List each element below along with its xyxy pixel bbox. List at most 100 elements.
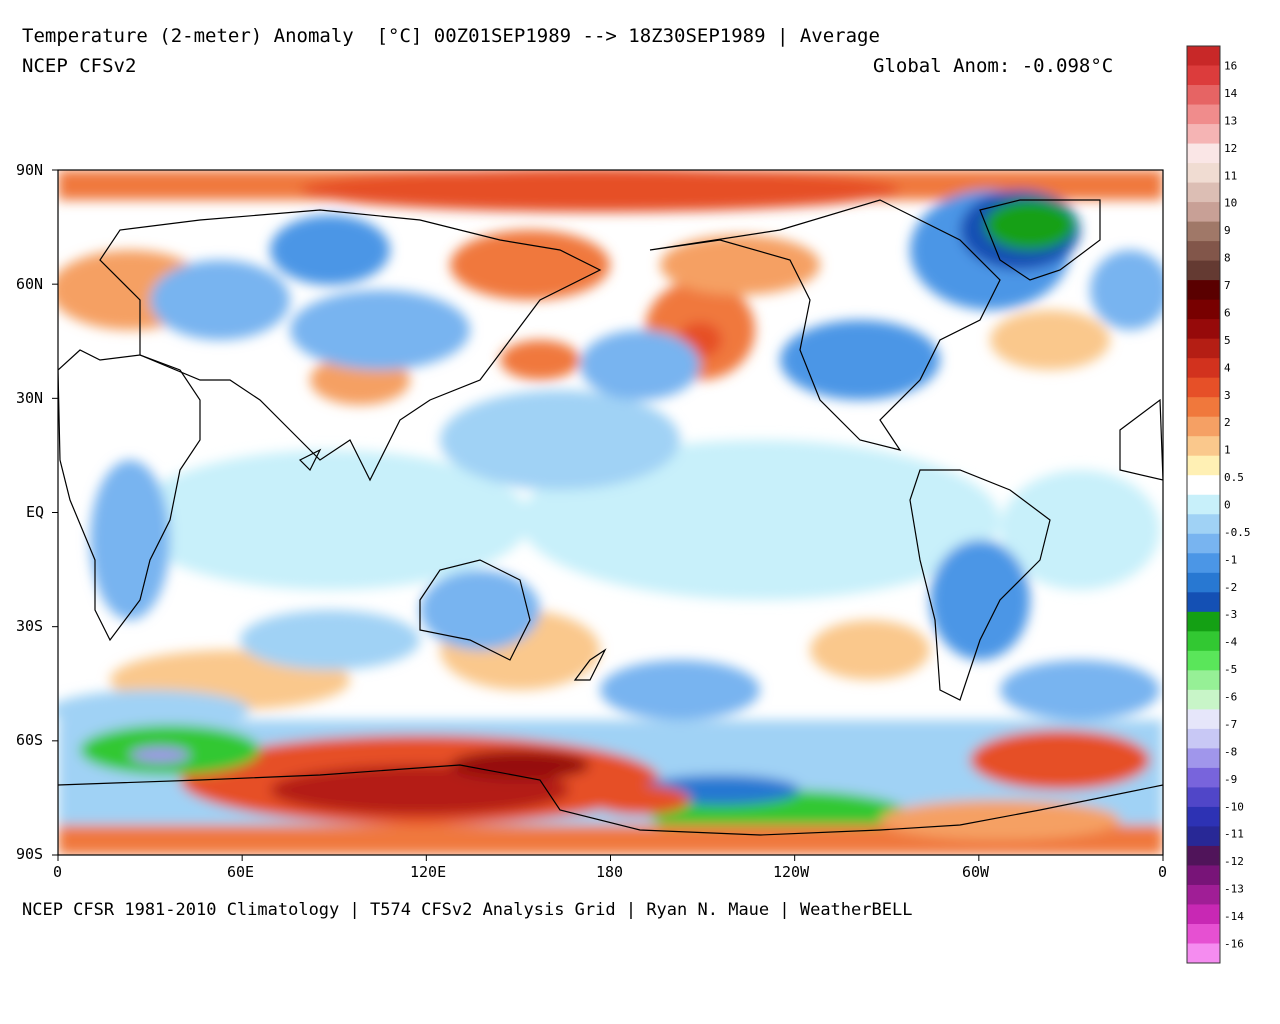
colorbar-frame — [1186, 45, 1221, 964]
colorbar-swatch — [1187, 338, 1220, 359]
colorbar-label: -12 — [1224, 855, 1244, 868]
model-label: NCEP CFSv2 — [22, 55, 137, 77]
colorbar-swatch — [1187, 319, 1220, 340]
colorbar-swatch — [1187, 689, 1220, 710]
colorbar-label: -11 — [1224, 828, 1244, 841]
colorbar-swatch — [1187, 514, 1220, 535]
colorbar-label: -10 — [1224, 800, 1244, 813]
lat-label: 30S — [16, 617, 44, 635]
colorbar-swatch — [1187, 748, 1220, 769]
colorbar-label: 8 — [1224, 252, 1231, 265]
lat-label: 90N — [16, 161, 44, 179]
colorbar-swatch — [1187, 397, 1220, 418]
colorbar-swatch — [1187, 670, 1220, 691]
colorbar-swatch — [1187, 533, 1220, 554]
colorbar-swatch — [1187, 377, 1220, 398]
colorbar-swatch — [1187, 358, 1220, 379]
colorbar-label: -9 — [1224, 773, 1237, 786]
global-anomaly-readout: Global Anom: -0.098°C — [873, 55, 1114, 77]
colorbar-swatch — [1187, 767, 1220, 788]
colorbar-swatch — [1187, 280, 1220, 301]
coastlines — [58, 199, 1163, 836]
colorbar-swatch — [1187, 299, 1220, 320]
colorbar-label: -3 — [1224, 608, 1237, 621]
colorbar-label: 0 — [1224, 499, 1231, 512]
colorbar-label: 13 — [1224, 114, 1237, 127]
colorbar-label: -8 — [1224, 745, 1237, 758]
lon-label: 60E — [227, 863, 255, 881]
lon-label: 120E — [410, 863, 447, 881]
colorbar-swatch — [1187, 787, 1220, 808]
map-credits: NCEP CFSR 1981-2010 Climatology | T574 C… — [22, 900, 913, 920]
colorbar-label: 14 — [1224, 87, 1238, 100]
colorbar-swatch — [1187, 475, 1220, 496]
lon-label: 60W — [962, 863, 990, 881]
lon-label: 120W — [773, 863, 810, 881]
colorbar-label: 10 — [1224, 197, 1237, 210]
colorbar-label: 3 — [1224, 389, 1231, 402]
lon-label: 0 — [1158, 863, 1168, 881]
colorbar-label: -0.5 — [1224, 526, 1251, 539]
colorbar-swatch — [1187, 904, 1220, 925]
colorbar-swatch — [1187, 416, 1220, 437]
colorbar-swatch — [1187, 85, 1220, 106]
colorbar-swatch — [1187, 202, 1220, 223]
colorbar-label: 6 — [1224, 306, 1231, 319]
colorbar-swatch — [1187, 631, 1220, 652]
lat-label: 60S — [16, 731, 44, 749]
colorbar-swatch — [1187, 611, 1220, 632]
colorbar-swatch — [1187, 182, 1220, 203]
colorbar-swatch — [1187, 436, 1220, 457]
colorbar-swatch — [1187, 163, 1220, 184]
colorbar-swatch — [1187, 572, 1220, 593]
colorbar-swatch — [1187, 241, 1220, 262]
colorbar-swatch — [1187, 553, 1220, 574]
colorbar-label: 0.5 — [1224, 471, 1244, 484]
colorbar-label: 2 — [1224, 416, 1231, 429]
colorbar-label: 16 — [1224, 60, 1237, 73]
lat-label: EQ — [26, 503, 45, 521]
colorbar-swatch — [1187, 650, 1220, 671]
map-title: Temperature (2-meter) Anomaly [°C] 00Z01… — [22, 25, 880, 47]
colorbar-swatch — [1187, 124, 1220, 145]
colorbar-label: 7 — [1224, 279, 1231, 292]
colorbar-label: 12 — [1224, 142, 1237, 155]
anomaly-field — [58, 170, 1163, 855]
colorbar-label: 11 — [1224, 169, 1237, 182]
colorbar-swatch — [1187, 65, 1220, 86]
colorbar-label: -14 — [1224, 910, 1244, 923]
colorbar-label: -5 — [1224, 663, 1237, 676]
colorbar-swatch — [1187, 943, 1220, 964]
colorbar-swatch — [1187, 260, 1220, 281]
axis-ticks — [52, 169, 1164, 861]
colorbar-swatch — [1187, 826, 1220, 847]
colorbar-swatch — [1187, 709, 1220, 730]
colorbar-swatch — [1187, 865, 1220, 886]
colorbar-label: -7 — [1224, 718, 1237, 731]
lon-label: 0 — [53, 863, 63, 881]
colorbar-label: 9 — [1224, 224, 1231, 237]
colorbar-swatch — [1187, 143, 1220, 164]
colorbar-swatch — [1187, 728, 1220, 749]
colorbar-swatch — [1187, 494, 1220, 515]
lat-label: 90S — [16, 845, 44, 863]
colorbar-label: 5 — [1224, 334, 1231, 347]
colorbar-swatch — [1187, 806, 1220, 827]
lat-label: 60N — [16, 275, 44, 293]
colorbar-swatch — [1187, 46, 1220, 67]
lat-label: 30N — [16, 389, 44, 407]
colorbar-label: -16 — [1224, 937, 1244, 950]
colorbar-label: -6 — [1224, 691, 1237, 704]
colorbar-swatch — [1187, 884, 1220, 905]
colorbar-label: -13 — [1224, 883, 1244, 896]
colorbar-label: -2 — [1224, 581, 1237, 594]
colorbar-label: -1 — [1224, 553, 1237, 566]
colorbar-swatch — [1187, 592, 1220, 613]
colorbar-label: 4 — [1224, 361, 1231, 374]
colorbar-swatch — [1187, 455, 1220, 476]
colorbar-label: -4 — [1224, 636, 1238, 649]
colorbar-label: 1 — [1224, 444, 1231, 457]
colorbar-swatch — [1187, 221, 1220, 242]
